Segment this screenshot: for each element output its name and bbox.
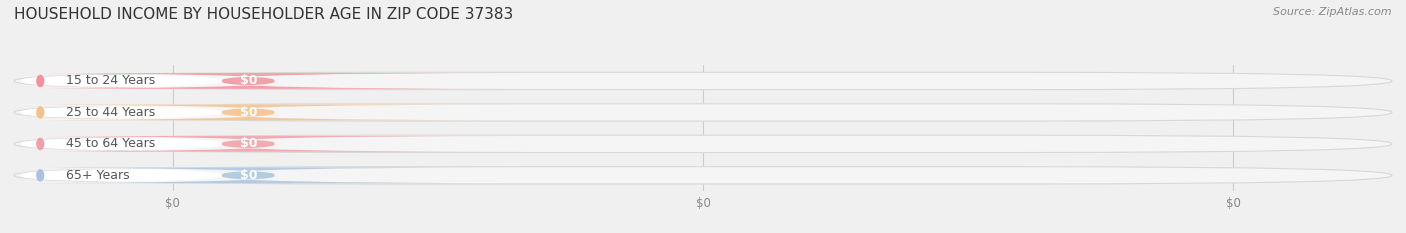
Text: 65+ Years: 65+ Years	[66, 169, 129, 182]
FancyBboxPatch shape	[0, 136, 526, 152]
Text: 45 to 64 Years: 45 to 64 Years	[66, 137, 156, 150]
Text: Source: ZipAtlas.com: Source: ZipAtlas.com	[1274, 7, 1392, 17]
Text: 15 to 24 Years: 15 to 24 Years	[66, 75, 156, 87]
Text: HOUSEHOLD INCOME BY HOUSEHOLDER AGE IN ZIP CODE 37383: HOUSEHOLD INCOME BY HOUSEHOLDER AGE IN Z…	[14, 7, 513, 22]
Ellipse shape	[37, 137, 45, 150]
FancyBboxPatch shape	[0, 168, 526, 183]
FancyBboxPatch shape	[0, 105, 526, 120]
Text: $0: $0	[239, 137, 257, 150]
Ellipse shape	[37, 75, 45, 87]
FancyBboxPatch shape	[14, 104, 1392, 121]
FancyBboxPatch shape	[14, 72, 1392, 90]
FancyBboxPatch shape	[14, 167, 1392, 184]
Text: $0: $0	[239, 169, 257, 182]
FancyBboxPatch shape	[14, 135, 1392, 153]
FancyBboxPatch shape	[0, 73, 526, 89]
Ellipse shape	[37, 169, 45, 182]
Text: $0: $0	[239, 106, 257, 119]
FancyBboxPatch shape	[0, 73, 325, 89]
Text: 25 to 44 Years: 25 to 44 Years	[66, 106, 156, 119]
Text: $0: $0	[239, 75, 257, 87]
FancyBboxPatch shape	[0, 168, 325, 183]
Ellipse shape	[37, 106, 45, 119]
FancyBboxPatch shape	[0, 136, 325, 152]
FancyBboxPatch shape	[0, 105, 325, 120]
